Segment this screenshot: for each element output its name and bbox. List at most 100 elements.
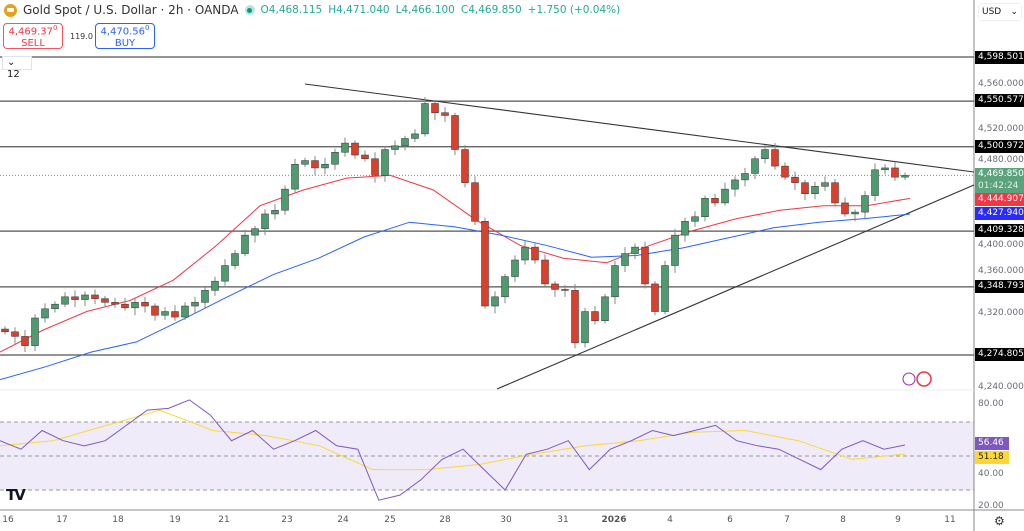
candle <box>861 195 869 213</box>
candle <box>371 158 379 176</box>
price-tick: 4,480.000 <box>978 155 1024 165</box>
buy-price: 4,470.56 <box>100 26 146 38</box>
ema-slow-label: 4,427.940 <box>975 207 1024 220</box>
candle <box>501 276 509 298</box>
ohlc-change: +1.750 (+0.04%) <box>527 4 621 16</box>
candle <box>521 246 529 261</box>
candle <box>361 154 369 159</box>
price-tick: 4,520.000 <box>978 124 1024 134</box>
price-tick: 4,320.000 <box>978 308 1024 318</box>
rsi-tick: 80.00 <box>978 399 1004 409</box>
buy-price-sup: 0 <box>145 23 150 32</box>
candle <box>811 186 819 194</box>
candle <box>351 142 359 156</box>
time-label: 17 <box>56 515 68 525</box>
lightning-event-icon <box>902 372 916 386</box>
ohlc-high: H4,471.040 <box>328 4 390 16</box>
time-label: 25 <box>384 515 396 525</box>
candle <box>751 158 759 174</box>
currency-select[interactable]: USD ⌄ <box>978 3 1022 21</box>
candle <box>691 216 699 222</box>
candle <box>41 308 49 319</box>
candle <box>461 149 469 183</box>
gold-logo-icon <box>4 3 17 17</box>
candle <box>681 221 689 236</box>
rsi-value-label: 56.46 <box>975 437 1009 450</box>
candle <box>1 328 9 333</box>
candle <box>711 198 719 204</box>
tradingview-logo-icon[interactable]: TV <box>6 486 26 504</box>
time-label: 18 <box>112 515 124 525</box>
candle <box>661 265 669 312</box>
candle <box>251 228 259 236</box>
candle <box>131 302 139 309</box>
sell-label: SELL <box>21 38 45 50</box>
candle <box>191 302 199 307</box>
candle <box>181 305 189 318</box>
candle <box>221 265 229 282</box>
symbol-title[interactable]: Gold Spot / U.S. Dollar · 2h · OANDA <box>23 3 239 17</box>
indicators-collapse-button[interactable]: ⌄ 12 <box>2 56 32 80</box>
candle <box>141 302 149 307</box>
candle <box>231 253 239 266</box>
time-label: 21 <box>218 515 230 525</box>
candle <box>741 173 749 181</box>
candle <box>271 210 279 215</box>
candle <box>491 296 499 307</box>
candle <box>91 294 99 299</box>
candle <box>901 175 909 178</box>
time-label: 11 <box>944 515 956 525</box>
gear-icon[interactable]: ⚙ <box>994 514 1005 528</box>
candle <box>821 182 829 187</box>
chevron-down-icon: ⌄ <box>1010 7 1018 17</box>
level-label: 4,409.328 <box>975 224 1024 237</box>
candle <box>621 253 629 266</box>
time-label: 24 <box>337 515 349 525</box>
candle <box>81 294 89 300</box>
candle <box>771 149 779 167</box>
rsi-line <box>0 399 906 501</box>
trendline-lower <box>496 184 975 390</box>
sell-button[interactable]: 4,469.370 SELL <box>3 23 63 49</box>
last-price: 4,469.850 <box>978 169 1024 179</box>
candle <box>791 176 799 183</box>
candle <box>481 221 489 307</box>
candle <box>391 145 399 150</box>
buy-button[interactable]: 4,470.560 BUY <box>95 23 155 49</box>
chevron-down-icon: ⌄ <box>7 57 16 68</box>
rsi-ma-value-label: 51.18 <box>975 451 1009 464</box>
bar-countdown: 01:42:24 <box>978 181 1019 191</box>
level-label: 4,500.972 <box>975 140 1024 153</box>
indicator-count: 12 <box>7 69 20 80</box>
level-label: 4,550.577 <box>975 94 1024 107</box>
level-label: 4,348.793 <box>975 280 1024 293</box>
candle <box>531 246 539 261</box>
candle <box>381 149 389 176</box>
candle <box>891 167 899 178</box>
sell-price-sup: 0 <box>53 23 58 32</box>
last-price-label: 4,469.850 01:42:24 <box>975 168 1024 193</box>
buy-label: BUY <box>114 38 136 50</box>
candle <box>61 296 69 305</box>
candle <box>431 103 439 113</box>
candle <box>171 311 179 318</box>
currency-label: USD <box>982 7 1002 17</box>
candle <box>671 234 679 266</box>
trendline-upper <box>304 83 975 173</box>
candle <box>11 331 19 337</box>
time-label: 7 <box>784 515 790 525</box>
candle <box>421 103 429 135</box>
time-label: 16 <box>2 515 14 525</box>
candle <box>151 305 159 316</box>
candle <box>881 167 889 171</box>
candle <box>31 317 39 346</box>
candle <box>471 182 479 222</box>
candle <box>161 311 169 316</box>
candle <box>201 290 209 303</box>
market-status-icon <box>244 5 255 15</box>
ohlc-close: C4,469.850 <box>460 4 522 16</box>
candle <box>831 182 839 204</box>
ema-slow-line <box>0 213 911 381</box>
candle <box>561 289 569 291</box>
